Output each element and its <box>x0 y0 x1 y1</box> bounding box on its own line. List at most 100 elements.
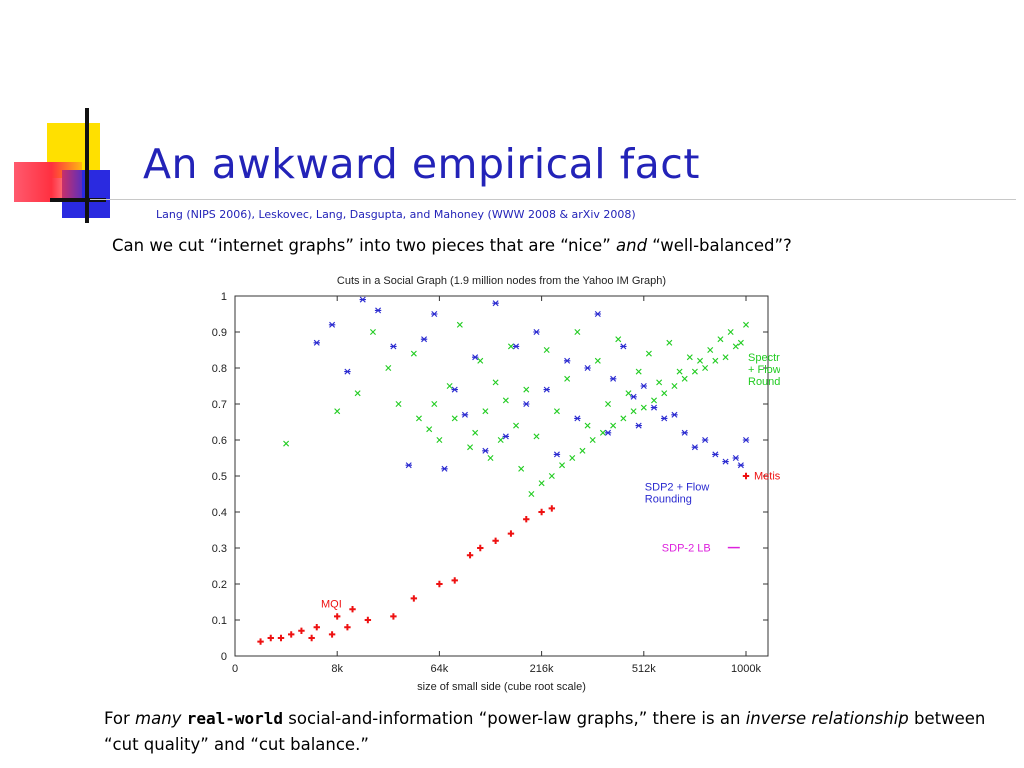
y-tick-label: 0.9 <box>212 327 227 339</box>
metis-point <box>344 624 351 631</box>
y-tick-label: 0.3 <box>212 543 227 555</box>
metis-point <box>477 544 484 552</box>
metis-point <box>492 537 499 544</box>
sdp2-flow-rounding-point <box>650 404 658 411</box>
question-part1: Can we cut “internet graphs” into two pi… <box>112 236 616 255</box>
plot-frame <box>234 295 769 657</box>
spectral-flow-rounding-point <box>727 329 734 335</box>
sdp2-flow-rounding-point <box>609 375 617 382</box>
sdp2-flow-rounding-point <box>405 462 412 469</box>
spectral-flow-rounding-point <box>625 390 632 397</box>
y-tick-label: 1 <box>221 291 227 303</box>
sdp2-flow-rounding-point <box>661 415 668 422</box>
spectral-flow-rounding-point <box>497 437 504 443</box>
x-tick-label: 64k <box>431 663 449 675</box>
sdp2-flow-rounding-point <box>691 444 699 451</box>
spectral-flow-rounding-point <box>620 415 627 422</box>
conclusion-t1: For <box>104 709 136 728</box>
spectral-flow-rounding-point <box>569 455 576 461</box>
spectral-flow-rounding-point <box>487 455 494 461</box>
spectral-flow-rounding-point <box>502 397 509 404</box>
metis-point <box>436 580 443 588</box>
sdp2-flow-rounding-point <box>604 429 612 436</box>
question-text: Can we cut “internet graphs” into two pi… <box>112 236 792 255</box>
metis-point <box>328 631 336 638</box>
spectral-flow-rounding-point <box>743 321 749 328</box>
sdp2-flow-rounding-point <box>553 451 561 458</box>
spectral-flow-rounding-point <box>533 433 540 440</box>
spectral-flow-rounding-point <box>472 429 479 436</box>
spectral-flow-rounding-point <box>451 415 458 422</box>
spectral-flow-rounding-point <box>543 347 550 353</box>
spectral-flow-rounding-point <box>436 437 443 443</box>
mqi-point <box>267 634 274 642</box>
spectral-flow-rounding-point <box>610 422 617 429</box>
x-tick-label: 8k <box>331 663 343 675</box>
spectral-flow-rounding-point <box>477 357 484 364</box>
sdp2-flow-rounding-point <box>742 437 750 443</box>
spectral-flow-rounding-point <box>666 339 673 346</box>
sdp2-flow-rounding-point <box>502 433 510 440</box>
sdp2-flow-rounding-point <box>584 365 591 371</box>
spectral-flow-rounding-point <box>676 368 683 375</box>
sdp2-flow-rounding-point <box>737 462 745 469</box>
metis-point <box>451 577 458 584</box>
sdp2-flow-rounding-point <box>461 411 469 418</box>
spectral-flow-rounding-point <box>518 465 525 472</box>
sdp2-flow-rounding-point <box>431 311 438 317</box>
question-part2: “well-balanced”? <box>647 236 792 255</box>
spectral-flow-rounding-point <box>707 347 714 353</box>
decor-horizontal-line <box>50 198 106 202</box>
mqi-label: MQI <box>321 598 342 610</box>
slide-title: An awkward empirical fact <box>143 140 700 188</box>
spectral-flow-rounding-label: + Flow <box>748 364 780 376</box>
spectral-flow-rounding-point <box>426 426 433 433</box>
spectral-flow-rounding-point <box>385 365 392 371</box>
metis-point <box>523 516 530 523</box>
sdp2-flow-rounding-point <box>574 415 581 422</box>
spectral-flow-rounding-point <box>553 408 560 415</box>
mqi-point <box>349 606 356 613</box>
sdp2-flow-rounding-label: Rounding <box>645 493 692 505</box>
sdp2-flow-rounding-point <box>594 311 602 317</box>
spectral-flow-rounding-point <box>369 329 376 335</box>
sdp2-flow-rounding-point <box>681 429 688 436</box>
metis-point <box>410 595 418 602</box>
spectral-flow-rounding-point <box>702 365 709 371</box>
sdp2-flow-rounding-point <box>374 307 382 314</box>
y-tick-label: 0.1 <box>212 615 227 627</box>
spectral-flow-rounding-point <box>584 422 591 429</box>
mqi-point <box>298 627 305 634</box>
sdp2-flow-rounding-point <box>471 354 479 361</box>
x-tick-label: 512k <box>632 663 656 675</box>
spectral-flow-rounding-point <box>354 390 361 397</box>
spectral-flow-rounding-point <box>467 444 474 451</box>
spectral-flow-rounding-point <box>651 397 658 404</box>
sdp2-flow-rounding-point <box>701 437 709 443</box>
title-underline <box>90 199 1016 200</box>
spectral-flow-rounding-point <box>737 339 744 346</box>
metis-point <box>466 552 474 559</box>
spectral-flow-rounding-point <box>717 336 724 343</box>
x-tick-label: 1000k <box>731 663 761 675</box>
spectral-flow-rounding-point <box>559 462 566 469</box>
decor-red-bar <box>14 162 82 202</box>
metis-point <box>538 508 545 516</box>
sdp2-flow-rounding-point <box>512 343 520 350</box>
sdp2-flow-rounding-point <box>482 447 489 454</box>
y-tick-label: 0.8 <box>212 363 227 375</box>
sdp2-flow-rounding-point <box>630 393 637 400</box>
spectral-flow-rounding-point <box>564 375 571 382</box>
scatter-chart: Cuts in a Social Graph (1.9 million node… <box>212 275 780 693</box>
spectral-flow-rounding-point <box>681 375 688 382</box>
sdp2-flow-rounding-point <box>359 296 366 303</box>
sdp2-flow-rounding-point <box>533 329 540 335</box>
spectral-flow-rounding-point <box>528 491 535 497</box>
decor-vertical-line <box>85 108 89 223</box>
spectral-flow-rounding-point <box>661 390 668 397</box>
sdp2-flow-rounding-point <box>441 465 448 472</box>
metis-point <box>548 505 556 512</box>
spectral-flow-rounding-point <box>574 329 581 335</box>
metis-point <box>390 613 397 620</box>
spectral-flow-rounding-label: Spectral <box>748 352 780 364</box>
